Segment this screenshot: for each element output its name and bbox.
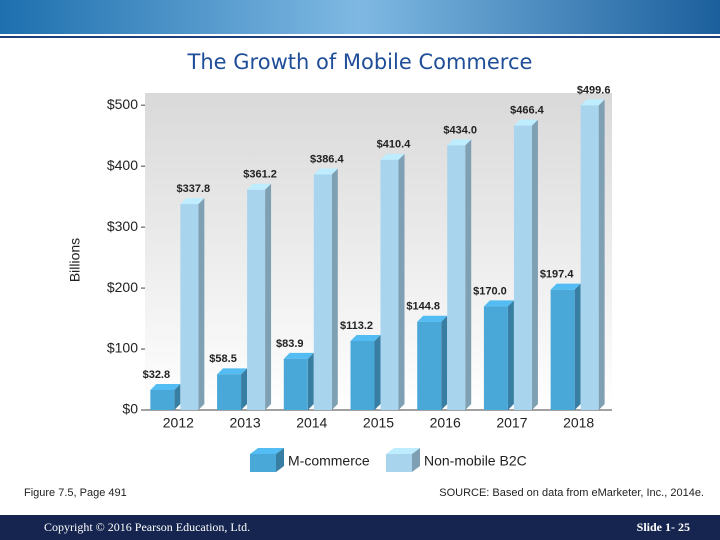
bar-top [513,119,538,126]
value-label: $499.6 [577,84,611,96]
x-tick-label: 2013 [229,415,260,431]
x-tick-label: 2012 [163,415,194,431]
bar-top [217,368,248,375]
value-label: $32.8 [143,369,171,381]
bar-side [398,153,405,410]
bar [247,189,266,410]
legend-swatch [250,454,276,472]
y-axis-label: Billions [67,238,83,282]
x-tick-label: 2017 [496,415,527,431]
value-label: $83.9 [276,338,304,350]
legend-swatch-top [250,448,284,454]
y-tick-label: $100 [107,340,138,356]
footer-bar [0,515,720,540]
copyright: Copyright © 2016 Pearson Education, Ltd. [44,520,250,534]
bar-side [598,99,605,410]
bar-top [180,198,205,205]
bar [580,105,599,410]
value-label: $197.4 [540,269,575,281]
bar-top [447,139,472,146]
y-tick-label: $0 [122,401,138,417]
bar-side [331,168,338,410]
legend-swatch-top [386,448,420,454]
value-label: $337.8 [177,183,211,195]
bar-side [531,119,538,410]
bar-side [307,352,314,410]
value-label: $361.2 [243,169,277,181]
value-label: $466.4 [510,105,545,117]
bar [417,321,442,410]
y-tick-label: $400 [107,157,138,173]
bar [313,174,332,410]
bar-top [580,99,605,106]
bar-side [574,283,581,410]
bar-top [313,168,338,175]
bar-side [374,334,381,410]
bar-top [150,384,181,391]
bar-top [483,300,514,307]
x-tick-label: 2014 [296,415,327,431]
bar [550,289,575,410]
value-label: $434.0 [443,124,477,136]
legend-label: Non-mobile B2C [424,453,527,469]
legend-swatch-side [276,448,284,472]
bar-top [247,183,272,190]
value-label: $144.8 [406,301,440,313]
banner [0,0,720,34]
caption: Figure 7.5, Page 491 [24,487,127,499]
bar-side [441,315,448,410]
value-label: $170.0 [473,285,507,297]
bar [217,374,242,410]
y-tick-label: $500 [107,96,138,112]
bar-top [550,283,581,290]
source: SOURCE: Based on data from eMarketer, In… [439,487,704,499]
legend-swatch [386,454,412,472]
bar [150,390,175,410]
bar-top [417,315,448,322]
slide-number: Slide 1- 25 [637,520,690,534]
bar [283,358,308,410]
bar-side [465,139,472,410]
bar [447,145,466,410]
bar [380,159,399,410]
value-label: $410.4 [377,139,412,151]
legend-swatch-side [412,448,420,472]
x-tick-label: 2016 [430,415,461,431]
x-tick-label: 2015 [363,415,394,431]
bar-top [350,334,381,341]
bar [180,204,199,410]
bar [350,340,375,410]
value-label: $113.2 [340,320,373,332]
y-tick-label: $200 [107,279,138,295]
bar-top [283,352,314,359]
bar-side [241,368,248,410]
value-label: $386.4 [310,153,345,165]
y-tick-label: $300 [107,218,138,234]
bar-side [265,183,272,410]
x-tick-label: 2018 [563,415,594,431]
legend-label: M-commerce [288,453,370,469]
bar-side [198,198,205,410]
bar-side [507,300,514,410]
bar-top [380,153,405,160]
bar [483,306,508,410]
bar-side [174,384,181,410]
value-label: $58.5 [209,353,237,365]
chart-title: The Growth of Mobile Commerce [187,50,533,74]
bar [513,125,532,410]
